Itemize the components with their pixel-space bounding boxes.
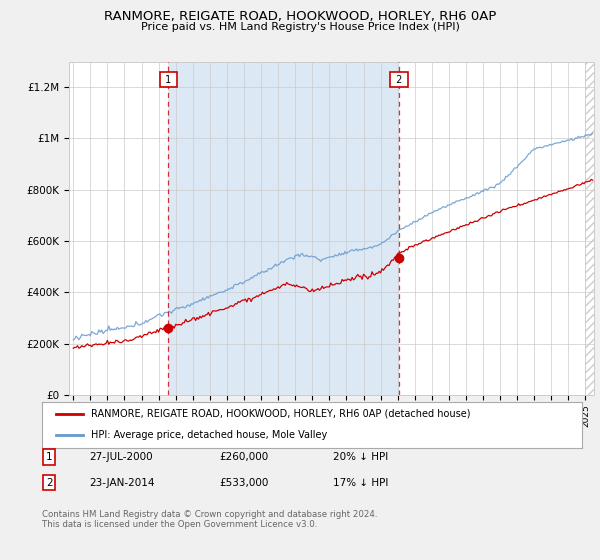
Text: 2: 2 [46, 478, 53, 488]
Text: 23-JAN-2014: 23-JAN-2014 [89, 478, 154, 488]
Bar [586, 62, 600, 395]
Bar [169, 62, 399, 395]
Text: £533,000: £533,000 [219, 478, 268, 488]
Text: 1: 1 [46, 452, 53, 462]
Text: RANMORE, REIGATE ROAD, HOOKWOOD, HORLEY, RH6 0AP (detached house): RANMORE, REIGATE ROAD, HOOKWOOD, HORLEY,… [91, 409, 470, 418]
Text: RANMORE, REIGATE ROAD, HOOKWOOD, HORLEY, RH6 0AP: RANMORE, REIGATE ROAD, HOOKWOOD, HORLEY,… [104, 10, 496, 23]
Text: Price paid vs. HM Land Registry's House Price Index (HPI): Price paid vs. HM Land Registry's House … [140, 22, 460, 32]
Text: £260,000: £260,000 [219, 452, 268, 462]
Text: 2: 2 [392, 74, 405, 85]
Text: 17% ↓ HPI: 17% ↓ HPI [333, 478, 388, 488]
Text: Contains HM Land Registry data © Crown copyright and database right 2024.
This d: Contains HM Land Registry data © Crown c… [42, 510, 377, 529]
Text: HPI: Average price, detached house, Mole Valley: HPI: Average price, detached house, Mole… [91, 430, 327, 440]
Text: 27-JUL-2000: 27-JUL-2000 [89, 452, 152, 462]
Text: 1: 1 [162, 74, 175, 85]
Text: 20% ↓ HPI: 20% ↓ HPI [333, 452, 388, 462]
